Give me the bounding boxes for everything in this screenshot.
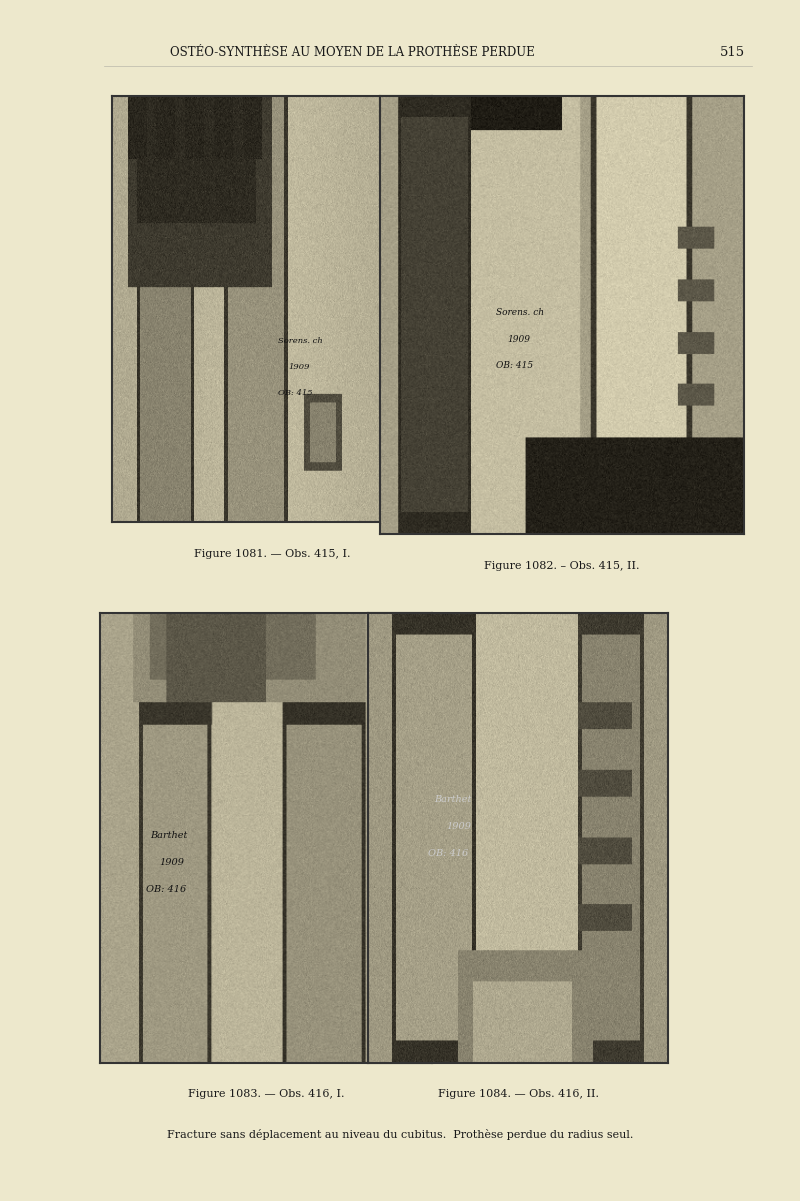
- Text: 1909: 1909: [288, 363, 310, 371]
- Text: 1909: 1909: [446, 821, 471, 831]
- Text: OB: 416: OB: 416: [146, 885, 186, 894]
- Text: Barthet: Barthet: [434, 795, 471, 803]
- Text: Figure 1081. — Obs. 415, I.: Figure 1081. — Obs. 415, I.: [194, 549, 350, 558]
- Text: OB: 415: OB: 415: [497, 360, 534, 370]
- Text: OB: 415: OB: 415: [278, 389, 313, 396]
- Text: 1909: 1909: [160, 858, 185, 867]
- Text: Sorens. ch: Sorens. ch: [278, 337, 323, 346]
- Text: Figure 1084. — Obs. 416, II.: Figure 1084. — Obs. 416, II.: [438, 1089, 598, 1099]
- Text: Figure 1083. — Obs. 416, I.: Figure 1083. — Obs. 416, I.: [188, 1089, 344, 1099]
- Text: Barthet: Barthet: [150, 831, 187, 839]
- Text: 1909: 1909: [507, 335, 530, 343]
- Text: OSTÉO-SYNTHÈSE AU MOYEN DE LA PROTHÈSE PERDUE: OSTÉO-SYNTHÈSE AU MOYEN DE LA PROTHÈSE P…: [170, 47, 534, 59]
- Text: 515: 515: [719, 47, 745, 59]
- Text: Figure 1082. – Obs. 415, II.: Figure 1082. – Obs. 415, II.: [484, 561, 640, 570]
- Text: Sorens. ch: Sorens. ch: [497, 309, 545, 317]
- Text: OB: 416: OB: 416: [428, 849, 468, 858]
- Text: Fracture sans déplacement au niveau du cubitus.  Prothèse perdue du radius seul.: Fracture sans déplacement au niveau du c…: [167, 1129, 633, 1140]
